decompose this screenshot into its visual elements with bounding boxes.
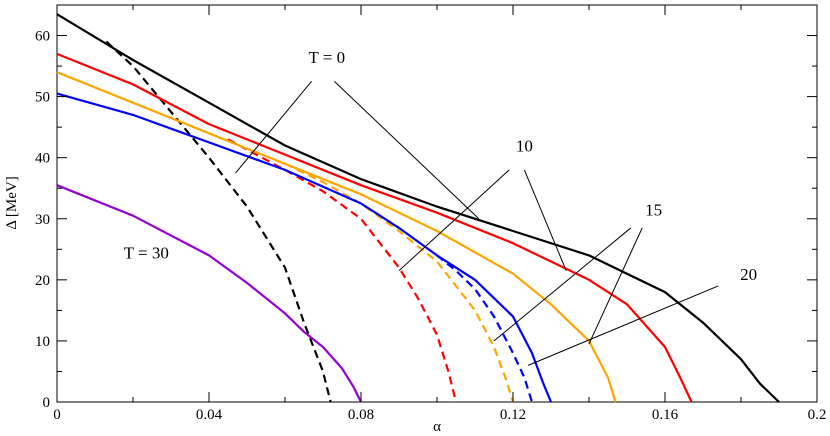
series-line-1: [105, 40, 332, 403]
x-tick-label: 0.08: [348, 407, 374, 423]
series-line-4: [56, 71, 617, 403]
x-tick-label: 0.2: [808, 407, 827, 423]
series-line-5: [284, 162, 515, 403]
annotation-leader-line: [588, 227, 643, 345]
annotation-label: 15: [645, 201, 662, 220]
annotation-leader-line: [528, 285, 719, 366]
x-tick-label: 0.12: [500, 407, 526, 423]
ticks-layer: 0 0.04 0.08 0.12 0.16 0.2 0 10 20 30 40 50 60: [35, 5, 826, 423]
series-line-2: [56, 52, 693, 403]
annotation-leader-line: [523, 169, 567, 271]
x-axis-label: α: [433, 419, 441, 435]
y-tick-label: 10: [35, 334, 50, 350]
annotation-leader-line: [235, 81, 312, 174]
annotation-label: T = 30: [124, 243, 169, 262]
annotation-leader-line: [334, 80, 480, 220]
y-tick-label: 40: [35, 151, 50, 167]
annotation-label: 10: [516, 137, 533, 156]
plot-frame: [56, 4, 818, 403]
x-tick-label: 0.16: [652, 407, 679, 423]
y-tick-label: 20: [35, 273, 50, 289]
series-line-8: [56, 184, 362, 403]
annotation-leader-line: [493, 227, 632, 342]
annotation-label: T = 0: [308, 48, 345, 67]
series-line-7: [436, 254, 534, 403]
y-tick-label: 50: [35, 90, 50, 106]
y-tick-label: 30: [35, 212, 50, 228]
series-layer: [56, 13, 780, 403]
series-line-6: [56, 92, 553, 403]
annotation-layer: T = 0 10 15 20 T = 30: [124, 48, 757, 366]
y-tick-label: 60: [35, 29, 50, 45]
series-line-3: [227, 138, 458, 403]
series-line-0: [56, 13, 780, 403]
annotation-leader-line: [398, 169, 510, 272]
y-axis-label: Δ [MeV]: [4, 176, 20, 229]
x-tick-label: 0.04: [196, 407, 223, 423]
y-tick-label: 0: [43, 395, 51, 411]
x-tick-label: 0: [53, 407, 61, 423]
annotation-label: 20: [740, 265, 757, 284]
